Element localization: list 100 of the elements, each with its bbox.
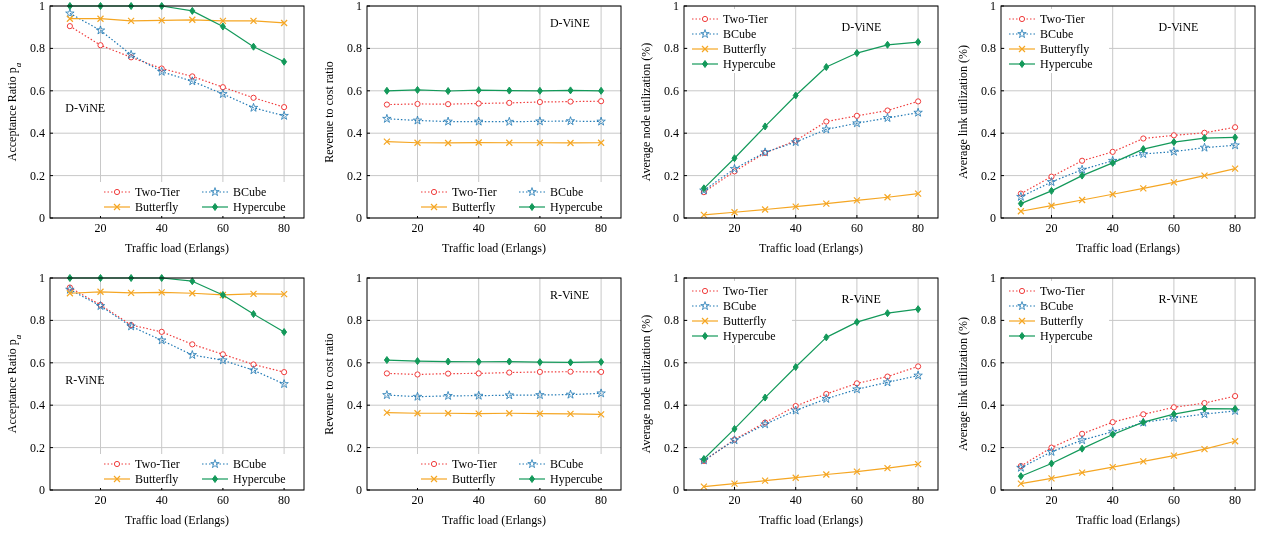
x-tick-label: 20	[1045, 493, 1058, 507]
x-tick-label: 60	[533, 221, 546, 235]
annotation: R-ViNE	[841, 292, 881, 307]
y-tick-label: 1	[39, 271, 45, 285]
y-tick-label: 0.2	[30, 168, 45, 183]
y-tick-label: 1	[356, 271, 362, 285]
x-tick-label: 20	[1045, 221, 1058, 235]
legend-label: BCube	[550, 185, 584, 199]
x-axis-title: Traffic load (Erlangs)	[125, 241, 229, 255]
y-axis-title: Average node utilization (%)	[639, 42, 653, 182]
y-axis-title: Revenue to cost ratio	[322, 333, 336, 435]
y-tick-label: 0	[39, 483, 45, 497]
legend-label: Hypercube	[233, 200, 286, 214]
legend-label: Hypercube	[1040, 57, 1093, 71]
x-tick-label: 40	[789, 221, 802, 235]
y-tick-label: 0.6	[981, 83, 996, 98]
y-tick-label: 0.4	[664, 126, 679, 141]
x-tick-label: 80	[595, 221, 608, 235]
y-tick-label: 0.8	[664, 41, 679, 56]
legend-label: BCube	[1040, 299, 1074, 313]
y-tick-label: 0	[673, 211, 679, 225]
legend-label: BCube	[233, 185, 267, 199]
legend-label: Butterfly	[723, 314, 767, 328]
x-tick-label: 80	[912, 493, 925, 507]
x-tick-label: 40	[1106, 493, 1119, 507]
legend-label: Two-Tier	[135, 457, 180, 471]
y-tick-label: 1	[356, 0, 362, 13]
y-tick-label: 0.6	[347, 355, 362, 370]
y-tick-label: 0.4	[347, 398, 362, 413]
x-tick-label: 40	[1106, 221, 1119, 235]
legend-label: Two-Tier	[1040, 284, 1085, 298]
x-tick-label: 80	[278, 493, 291, 507]
annotation: R-ViNE	[1158, 292, 1198, 307]
x-tick-label: 20	[411, 221, 424, 235]
y-tick-label: 0.4	[30, 126, 45, 141]
legend-label: BCube	[723, 299, 757, 313]
annotation: D-ViNE	[65, 101, 106, 115]
x-tick-label: 60	[533, 493, 546, 507]
y-tick-label: 0.8	[30, 41, 45, 56]
y-tick-label: 0.6	[30, 355, 45, 370]
x-tick-label: 60	[216, 493, 229, 507]
x-tick-label: 40	[155, 221, 168, 235]
y-tick-label: 1	[673, 0, 679, 13]
y-tick-label: 0.6	[664, 83, 679, 98]
y-tick-label: 1	[673, 271, 679, 285]
legend-label: BCube	[233, 457, 267, 471]
y-tick-label: 0	[990, 483, 996, 497]
y-tick-label: 0	[39, 211, 45, 225]
x-axis-title: Traffic load (Erlangs)	[442, 241, 546, 255]
x-tick-label: 80	[912, 221, 925, 235]
y-axis-title: Average link utilization (%)	[956, 316, 970, 452]
x-tick-label: 60	[1167, 493, 1180, 507]
y-tick-label: 0.6	[30, 83, 45, 98]
legend-label: Two-Tier	[135, 185, 180, 199]
legend-label: Two-Tier	[452, 457, 497, 471]
x-tick-label: 60	[1167, 221, 1180, 235]
legend-label: BCube	[1040, 27, 1074, 41]
x-tick-label: 20	[728, 221, 741, 235]
y-tick-label: 0.6	[347, 83, 362, 98]
legend-label: Hypercube	[550, 472, 603, 486]
x-tick-label: 60	[850, 221, 863, 235]
legend-label: Two-Tier	[723, 12, 768, 26]
annotation: R-ViNE	[65, 373, 105, 387]
legend-label: Hypercube	[723, 57, 776, 71]
legend-label: Butterfly	[135, 200, 179, 214]
x-tick-label: 80	[1229, 493, 1242, 507]
x-tick-label: 40	[789, 493, 802, 507]
y-tick-label: 0.2	[664, 440, 679, 455]
y-tick-label: 0.8	[347, 41, 362, 56]
legend-label: Butterfly	[452, 200, 496, 214]
y-tick-label: 0.4	[981, 398, 996, 413]
legend-label: Hypercube	[233, 472, 286, 486]
legend-label: Hypercube	[723, 329, 776, 343]
legend-label: Two-Tier	[452, 185, 497, 199]
legend-label: BCube	[723, 27, 757, 41]
y-tick-label: 0.2	[981, 168, 996, 183]
x-axis-title: Traffic load (Erlangs)	[442, 513, 546, 527]
y-tick-label: 0.2	[30, 440, 45, 455]
y-tick-label: 0.4	[664, 398, 679, 413]
annotation: D-ViNE	[549, 16, 590, 31]
x-tick-label: 40	[472, 221, 485, 235]
y-tick-label: 0.8	[347, 313, 362, 328]
y-tick-label: 0.4	[30, 398, 45, 413]
x-axis-title: Traffic load (Erlangs)	[759, 513, 863, 527]
legend-label: Two-Tier	[723, 284, 768, 298]
x-tick-label: 80	[595, 493, 608, 507]
x-axis-title: Traffic load (Erlangs)	[759, 241, 863, 255]
y-tick-label: 0.2	[664, 168, 679, 183]
y-tick-label: 0	[673, 483, 679, 497]
y-tick-label: 0.2	[347, 168, 362, 183]
legend-label: Two-Tier	[1040, 12, 1085, 26]
y-tick-label: 0.8	[981, 41, 996, 56]
y-axis-title: Average node utilization (%)	[639, 314, 653, 454]
legend-label: Butterfly	[723, 42, 767, 56]
x-tick-label: 40	[472, 493, 485, 507]
y-tick-label: 0	[990, 211, 996, 225]
y-tick-label: 1	[39, 0, 45, 13]
x-tick-label: 80	[1229, 221, 1242, 235]
x-tick-label: 20	[728, 493, 741, 507]
y-tick-label: 0.2	[981, 440, 996, 455]
